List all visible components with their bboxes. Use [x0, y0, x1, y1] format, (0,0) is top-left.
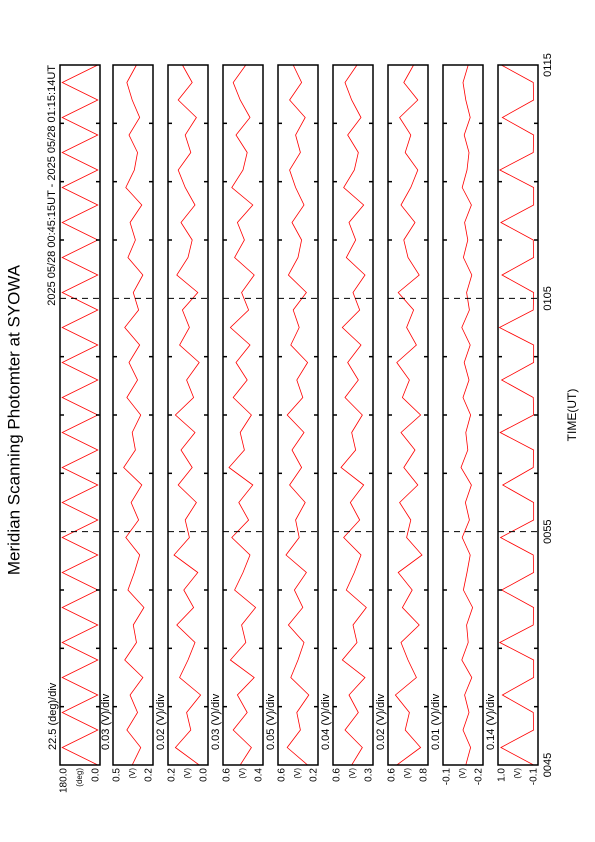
y-tick-label: 0.6: [277, 768, 288, 782]
data-line: [285, 64, 310, 766]
data-line: [228, 64, 257, 766]
scale-label: 0.14 (V)/div: [485, 693, 497, 750]
y-tick-label: 0.6: [387, 768, 398, 782]
y-tick-label: -0.1: [529, 768, 540, 786]
y-unit-label: (V): [348, 768, 357, 779]
data-line: [61, 64, 99, 766]
y-tick-label: 1.0: [497, 768, 508, 782]
scale-label: 0.03 (V)/div: [210, 693, 222, 750]
scale-label: 22.5 (deg)/div: [47, 682, 59, 750]
y-unit-label: (deg): [75, 768, 84, 787]
y-unit-label: (V): [513, 768, 522, 779]
x-tick-label: 0055: [542, 519, 554, 543]
x-tick-label: 0045: [542, 753, 554, 777]
y-tick-label: 0.5: [112, 768, 123, 782]
panel-frame: [497, 64, 539, 766]
scale-label: 0.04 (V)/div: [320, 693, 332, 750]
x-tick-label: 0115: [542, 53, 554, 77]
y-unit-label: (V): [458, 768, 467, 779]
x-tick-label: 0105: [542, 286, 554, 310]
y-tick-label: 0.6: [222, 768, 233, 782]
y-unit-label: (V): [183, 768, 192, 779]
y-tick-label: 0.6: [332, 768, 343, 782]
data-line: [394, 64, 423, 766]
panel-frame: [332, 64, 374, 766]
y-tick-label: 0.2: [144, 768, 155, 782]
y-tick-label: 180.0: [59, 768, 70, 793]
scale-label: 0.01 (V)/div: [430, 693, 442, 750]
y-tick-label: 0.2: [167, 768, 178, 782]
y-tick-label: 0.3: [364, 768, 375, 782]
panel-frame: [59, 64, 101, 766]
data-line: [173, 64, 202, 766]
data-line: [123, 64, 145, 766]
y-tick-label: 0.0: [91, 768, 102, 782]
scale-label: 0.02 (V)/div: [375, 693, 387, 750]
y-tick-label: -0.2: [474, 768, 485, 786]
y-tick-label: -0.1: [442, 768, 453, 786]
data-line: [340, 64, 367, 766]
scale-label: 0.05 (V)/div: [265, 693, 277, 750]
x-axis-title: TIME(UT): [565, 389, 579, 442]
scale-label: 0.02 (V)/div: [155, 693, 167, 750]
panel-frame: [112, 64, 154, 766]
y-unit-label: (V): [293, 768, 302, 779]
panel-frame: [442, 64, 484, 766]
chart-title: Meridian Scanning Photomter at SYOWA: [4, 264, 23, 575]
y-unit-label: (V): [128, 768, 137, 779]
y-tick-label: 0.8: [419, 768, 430, 782]
y-tick-label: 0.0: [199, 768, 210, 782]
y-tick-label: 0.2: [309, 768, 320, 782]
rotated-frame: Meridian Scanning Photomter at SYOWA 202…: [4, 53, 579, 793]
y-unit-label: (V): [238, 768, 247, 779]
data-line: [498, 64, 535, 766]
data-line: [460, 64, 474, 766]
scale-label: 0.03 (V)/div: [100, 693, 112, 750]
y-tick-label: 0.4: [254, 768, 265, 782]
time-range: 2025 05/28 00:45:15UT - 2025 05/28 01:15…: [46, 65, 58, 306]
y-unit-label: (V): [403, 768, 412, 779]
